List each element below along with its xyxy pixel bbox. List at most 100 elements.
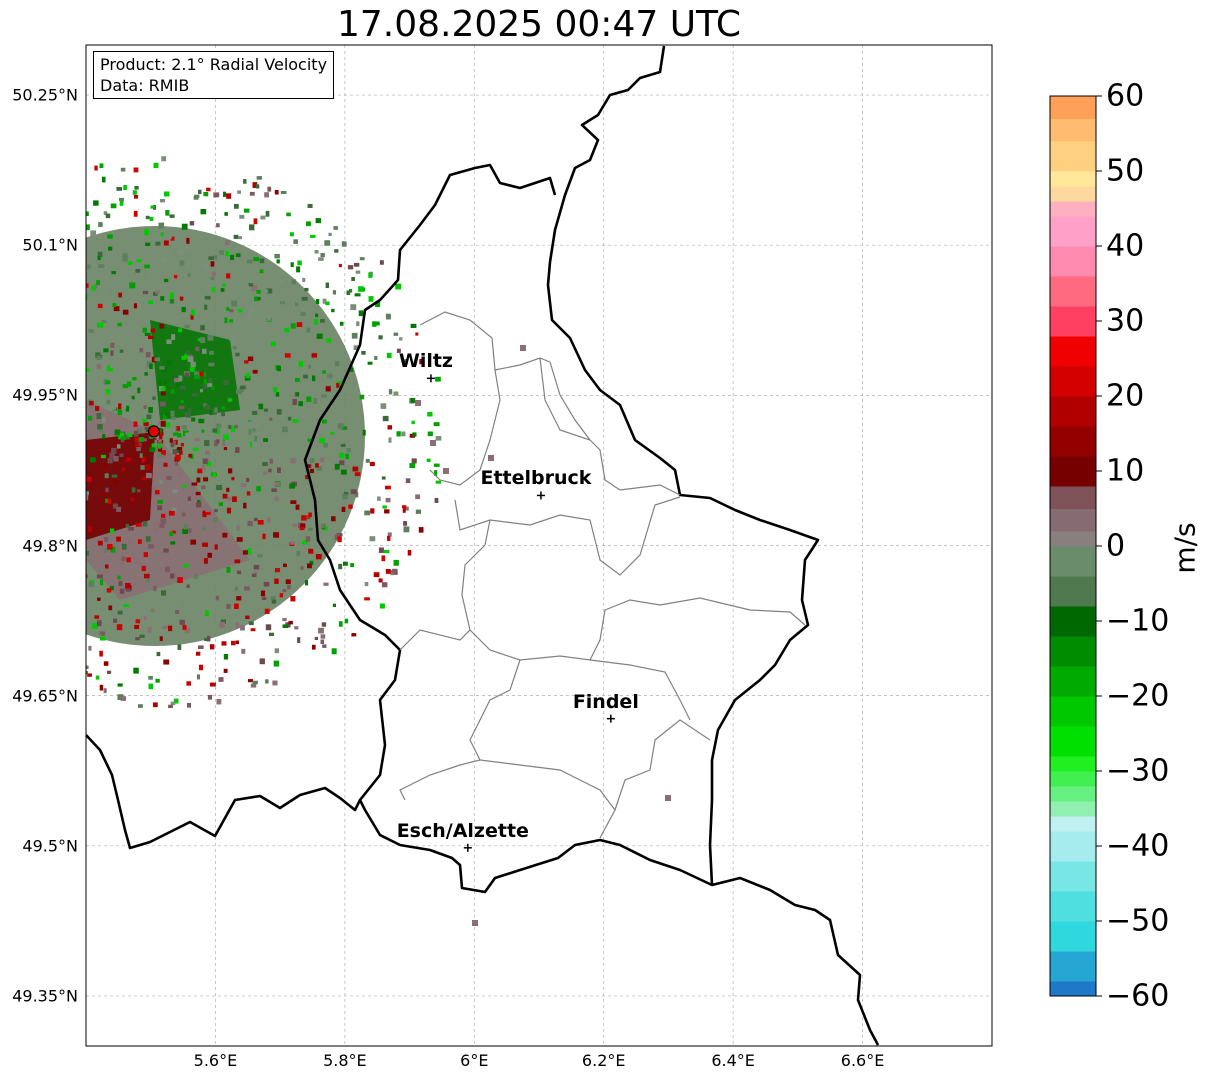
radar-pixel [181,355,187,360]
radar-pixel [52,443,55,448]
radar-pixel [386,352,392,359]
radar-pixel [381,582,388,588]
radar-pixel [125,405,130,412]
radar-pixel [51,271,56,276]
colorbar-segment [1050,861,1096,892]
radar-pixel [47,259,53,265]
radar-pixel [87,525,93,532]
radar-pixel [70,572,75,576]
radar-pixel [186,237,190,244]
radar-pixel [105,380,111,385]
radar-pixel [100,454,106,459]
radar-pixel [107,250,113,255]
radar-pixel [260,215,266,220]
radar-pixel [123,185,127,191]
radar-pixel [248,421,253,428]
radar-pixel [159,434,163,440]
radar-pixel [261,596,267,601]
radar-pixel [161,257,166,263]
radar-pixel [315,313,319,318]
radar-pixel [289,232,294,237]
radar-pixel [312,375,316,382]
radar-pixel [58,621,63,626]
radar-pixel [35,267,41,271]
radar-pixel [3,268,9,273]
radar-pixel [258,403,264,410]
radar-pixel [86,551,90,556]
radar-pixel [266,288,273,294]
radar-pixel [220,288,225,292]
radar-pixel [252,441,257,447]
radar-pixel [375,301,381,308]
radar-pixel [187,356,194,363]
radar-pixel [119,561,125,568]
radar-pixel [125,523,129,528]
radar-pixel [194,438,200,442]
radar-pixel [346,290,351,295]
radar-pixel [94,283,98,289]
radar-pixel [51,428,55,433]
radar-pixel [163,548,169,553]
radar-pixel [250,441,254,448]
radar-pixel [380,603,385,609]
radar-pixel [296,266,301,273]
radar-pixel [361,350,366,355]
radar-pixel [161,455,168,459]
radar-pixel [164,422,171,428]
radar-pixel [163,462,168,467]
radar-pixel [155,241,161,246]
radar-pixel [175,610,180,614]
radar-pixel [231,640,236,646]
radar-pixel [126,381,132,387]
radar-pixel [76,170,81,174]
radar-pixel [95,406,100,411]
radar-pixel [113,306,120,312]
radar-pixel [157,379,162,385]
radar-pixel [225,251,229,257]
radar-pixel [402,508,406,513]
radar-pixel [435,376,441,382]
colorbar-segment [1050,508,1096,532]
radar-pixel [140,348,147,353]
radar-pixel [277,467,281,474]
radar-pixel [338,563,343,570]
radar-pixel [194,573,198,580]
radar-pixel [9,377,12,383]
radar-pixel [21,296,27,301]
radar-pixel [55,261,61,265]
radar-pixel [272,680,278,686]
radar-pixel [158,439,162,443]
radar-pixel [238,236,243,240]
radar-pixel [316,465,322,471]
radar-pixel [253,571,258,575]
radar-pixel [13,230,18,233]
colorbar-segment [1050,726,1096,757]
radar-pixel [7,389,12,395]
radar-pixel [133,167,139,173]
radar-pixel [63,654,67,658]
colorbar-tick-label: 0 [1106,528,1126,564]
radar-pixel [96,363,102,369]
radar-pixel [138,442,142,447]
radar-pixel [295,302,299,307]
radar-pixel [236,596,242,601]
radar-pixel [116,187,123,191]
radar-pixel [306,327,311,333]
radar-pixel [332,290,337,295]
radar-pixel [121,556,126,562]
radar-pixel [320,404,326,409]
radar-pixel [250,628,256,632]
radar-pixel [307,563,312,569]
radar-pixel [40,305,44,310]
radar-pixel [184,324,190,329]
radar-pixel [311,353,318,358]
radar-pixel [166,475,172,481]
colorbar-segment [1050,486,1096,509]
radar-pixel [435,480,442,484]
radar-pixel [80,343,84,349]
radar-pixel [131,487,136,493]
radar-pixel [110,546,116,553]
radar-pixel [260,590,266,597]
radar-pixel [181,223,188,230]
radar-pixel [296,322,303,328]
